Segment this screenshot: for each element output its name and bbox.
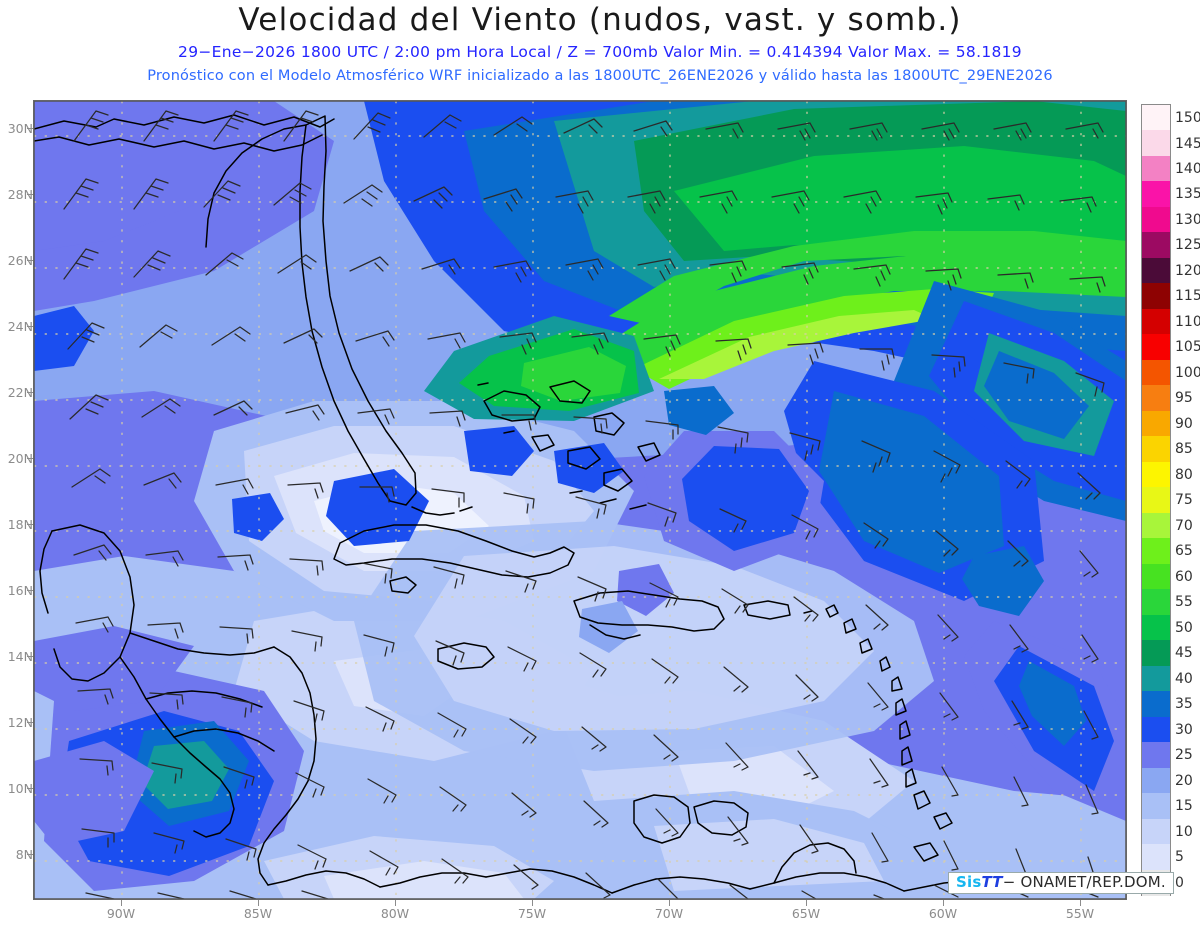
lat-label-20N: 20N xyxy=(7,451,33,466)
lat-label-10N: 10N xyxy=(7,781,33,796)
colorbar-cell-95 xyxy=(1142,589,1170,616)
colorbar-cell-65 xyxy=(1142,436,1170,463)
colorbar-cell-120 xyxy=(1142,716,1170,743)
colorbar-cell-100 xyxy=(1142,614,1170,641)
colorbar-tick-135: 135 xyxy=(1175,186,1200,203)
lat-label-8N: 8N xyxy=(15,847,33,862)
colorbar-tick-150: 150 xyxy=(1175,110,1200,127)
colorbar-cell-50 xyxy=(1142,359,1170,386)
colorbar-cell-110 xyxy=(1142,665,1170,692)
colorbar-tick-10: 10 xyxy=(1175,823,1193,840)
colorbar-tick-55: 55 xyxy=(1175,594,1193,611)
colorbar-cell-145 xyxy=(1142,844,1170,871)
colorbar-tick-40: 40 xyxy=(1175,670,1193,687)
colorbar-tick-125: 125 xyxy=(1175,237,1200,254)
lon-label-60W: 60W xyxy=(928,906,958,921)
colorbar-tick-65: 65 xyxy=(1175,543,1193,560)
colorbar-tick-50: 50 xyxy=(1175,619,1193,636)
colorbar[interactable] xyxy=(1141,104,1171,896)
colorbar-tick-60: 60 xyxy=(1175,568,1193,585)
lat-label-28N: 28N xyxy=(7,187,33,202)
wind-speed-contour-map xyxy=(34,101,1126,899)
colorbar-cell-105 xyxy=(1142,640,1170,667)
model-description-line: Pronóstico con el Modelo Atmosférico WRF… xyxy=(147,68,1053,84)
coastline-layer xyxy=(34,114,965,894)
colorbar-cell-140 xyxy=(1142,818,1170,845)
colorbar-tick-145: 145 xyxy=(1175,135,1200,152)
colorbar-cell-10 xyxy=(1142,155,1170,183)
page-title: Velocidad del Viento (nudos, vast. y som… xyxy=(238,2,962,38)
lon-label-65W: 65W xyxy=(791,906,821,921)
lon-label-85W: 85W xyxy=(243,906,273,921)
colorbar-cell-25 xyxy=(1142,232,1170,259)
colorbar-cell-35 xyxy=(1142,283,1170,310)
lon-label-75W: 75W xyxy=(517,906,547,921)
lat-label-12N: 12N xyxy=(7,715,33,730)
colorbar-tick-25: 25 xyxy=(1175,747,1193,764)
colorbar-cell-55 xyxy=(1142,385,1170,412)
brand-tt: TT xyxy=(981,873,1003,891)
colorbar-tick-110: 110 xyxy=(1175,313,1200,330)
colorbar-cell-130 xyxy=(1142,767,1170,794)
colorbar-tick-140: 140 xyxy=(1175,160,1200,177)
colorbar-cell-30 xyxy=(1142,257,1170,284)
attribution-agency: − ONAMET/REP.DOM. xyxy=(1002,873,1166,891)
colorbar-tick-100: 100 xyxy=(1175,364,1200,381)
colorbar-cell-70 xyxy=(1142,461,1170,488)
lon-label-70W: 70W xyxy=(654,906,684,921)
lat-label-18N: 18N xyxy=(7,517,33,532)
colorbar-cell-15 xyxy=(1142,181,1170,208)
lon-label-80W: 80W xyxy=(380,906,410,921)
colorbar-tick-30: 30 xyxy=(1175,721,1193,738)
colorbar-tick-85: 85 xyxy=(1175,441,1193,458)
colorbar-tick-5: 5 xyxy=(1175,849,1184,866)
colorbar-cell-20 xyxy=(1142,206,1170,233)
colorbar-cell-5 xyxy=(1142,130,1170,157)
colorbar-cell-0 xyxy=(1142,105,1170,132)
colorbar-tick-20: 20 xyxy=(1175,772,1193,789)
colorbar-cell-80 xyxy=(1142,512,1170,539)
colorbar-tick-120: 120 xyxy=(1175,262,1200,279)
colorbar-tick-0: 0 xyxy=(1175,874,1184,891)
lat-label-22N: 22N xyxy=(7,385,33,400)
colorbar-tick-35: 35 xyxy=(1175,696,1193,713)
lat-label-14N: 14N xyxy=(7,649,33,664)
brand-sis: Sis xyxy=(956,873,982,891)
colorbar-tick-80: 80 xyxy=(1175,466,1193,483)
colorbar-tick-15: 15 xyxy=(1175,798,1193,815)
lat-label-26N: 26N xyxy=(7,253,33,268)
colorbar-cell-75 xyxy=(1142,487,1170,514)
colorbar-tick-95: 95 xyxy=(1175,390,1193,407)
wind-barb-layer xyxy=(63,110,1106,899)
lat-label-24N: 24N xyxy=(7,319,33,334)
colorbar-cell-45 xyxy=(1142,334,1170,361)
colorbar-cell-115 xyxy=(1142,691,1170,718)
colorbar-tick-130: 130 xyxy=(1175,211,1200,228)
attribution-badge: SisTT− ONAMET/REP.DOM. xyxy=(948,872,1174,894)
lon-label-90W: 90W xyxy=(106,906,136,921)
colorbar-cell-60 xyxy=(1142,410,1170,437)
forecast-metadata-line: 29−Ene−2026 1800 UTC / 2:00 pm Hora Loca… xyxy=(178,43,1022,61)
colorbar-cell-40 xyxy=(1142,308,1170,335)
lat-label-30N: 30N xyxy=(7,121,33,136)
lon-label-55W: 55W xyxy=(1065,906,1095,921)
colorbar-tick-115: 115 xyxy=(1175,288,1200,305)
colorbar-tick-105: 105 xyxy=(1175,339,1200,356)
lat-label-16N: 16N xyxy=(7,583,33,598)
colorbar-tick-90: 90 xyxy=(1175,415,1193,432)
colorbar-cell-125 xyxy=(1142,742,1170,769)
colorbar-tick-75: 75 xyxy=(1175,492,1193,509)
map-plot-area[interactable] xyxy=(33,100,1127,900)
colorbar-cell-90 xyxy=(1142,563,1170,590)
colorbar-tick-45: 45 xyxy=(1175,645,1193,662)
colorbar-cell-135 xyxy=(1142,793,1170,820)
colorbar-cell-85 xyxy=(1142,538,1170,565)
colorbar-tick-70: 70 xyxy=(1175,517,1193,534)
